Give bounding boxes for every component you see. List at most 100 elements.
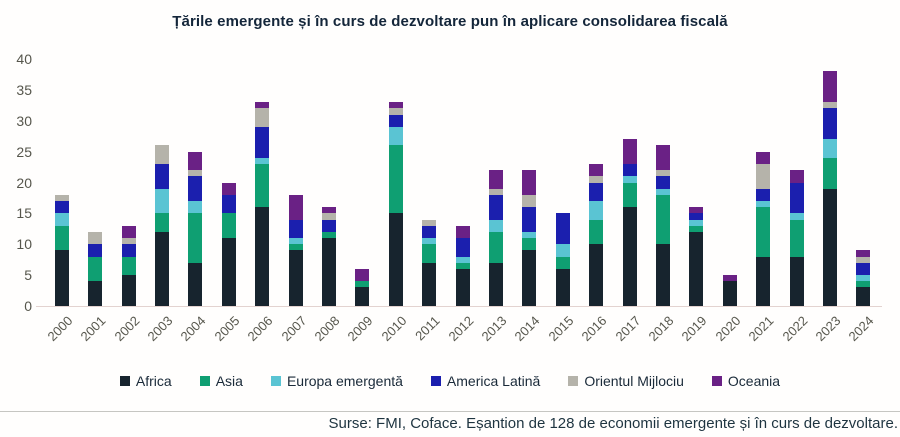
bar-segment-africa bbox=[789, 256, 804, 306]
bar-segment-asia bbox=[455, 262, 470, 269]
x-tick-label: 2017 bbox=[612, 313, 644, 345]
x-tick-label: 2024 bbox=[845, 313, 877, 345]
x-tick-label: 2015 bbox=[545, 313, 577, 345]
bar-2005 bbox=[221, 182, 236, 306]
legend-label: Asia bbox=[215, 373, 243, 389]
x-tick-label: 2004 bbox=[177, 313, 209, 345]
bar-segment-africa bbox=[555, 268, 570, 306]
x-tick-label: 2011 bbox=[412, 313, 443, 344]
x-tick-label: 2009 bbox=[344, 313, 376, 345]
bar-segment-america-latină bbox=[655, 176, 670, 189]
bar-segment-orientul-mijlociu bbox=[255, 108, 270, 127]
x-tick-label: 2019 bbox=[678, 313, 710, 345]
bar-segment-asia bbox=[388, 145, 403, 214]
bar-segment-asia bbox=[154, 213, 169, 232]
plot-area bbox=[45, 59, 880, 306]
legend-label: Oceania bbox=[727, 373, 781, 389]
bar-segment-europa-emergentă bbox=[822, 139, 837, 158]
legend-label: America Latină bbox=[446, 373, 541, 389]
x-tick-label: 2000 bbox=[44, 313, 76, 345]
bar-2018 bbox=[655, 145, 670, 306]
bar-segment-america-latină bbox=[555, 213, 570, 245]
bar-segment-america-latină bbox=[488, 194, 503, 220]
bar-segment-america-latină bbox=[756, 188, 771, 202]
bar-segment-asia bbox=[655, 194, 670, 245]
x-tick-label: 2020 bbox=[712, 313, 744, 345]
bar-2011 bbox=[422, 219, 437, 306]
bar-2014 bbox=[522, 170, 537, 306]
bar-segment-america-latină bbox=[422, 225, 437, 239]
bar-segment-america-latină bbox=[154, 163, 169, 189]
bar-segment-europa-emergentă bbox=[689, 219, 704, 226]
bar-segment-america-latină bbox=[288, 219, 303, 239]
bar-segment-oceania bbox=[689, 207, 704, 214]
bar-2001 bbox=[88, 231, 103, 306]
bar-2016 bbox=[589, 164, 604, 306]
bar-segment-orientul-mijlociu bbox=[154, 145, 169, 164]
bar-2010 bbox=[388, 102, 403, 306]
bar-segment-europa-emergentă bbox=[422, 238, 437, 245]
y-tick-label: 10 bbox=[16, 236, 32, 253]
bar-segment-asia bbox=[555, 256, 570, 269]
bar-segment-asia bbox=[121, 256, 136, 276]
y-tick-label: 5 bbox=[24, 267, 32, 284]
bar-segment-oceania bbox=[255, 102, 270, 109]
legend-swatch-icon bbox=[430, 376, 441, 386]
legend-swatch-icon bbox=[711, 376, 722, 386]
bar-segment-orientul-mijlociu bbox=[121, 238, 136, 245]
x-tick-label: 2008 bbox=[311, 313, 343, 345]
bar-segment-africa bbox=[589, 244, 604, 306]
bar-segment-asia bbox=[522, 238, 537, 251]
x-tick-label: 2023 bbox=[812, 313, 844, 345]
bar-2004 bbox=[188, 151, 203, 306]
bar-segment-oceania bbox=[655, 145, 670, 171]
bar-segment-orientul-mijlociu bbox=[756, 163, 771, 189]
y-tick-label: 25 bbox=[16, 143, 32, 160]
bar-segment-africa bbox=[121, 275, 136, 306]
legend-label: Europa emergentă bbox=[286, 373, 403, 389]
bar-segment-europa-emergentă bbox=[488, 219, 503, 232]
y-tick-label: 40 bbox=[16, 51, 32, 67]
x-tick-label: 2010 bbox=[378, 313, 410, 345]
legend-item-europa-emergentă: Europa emergentă bbox=[270, 373, 403, 389]
bar-2020 bbox=[722, 275, 737, 306]
bar-segment-orientul-mijlociu bbox=[522, 194, 537, 208]
bar-segment-orientul-mijlociu bbox=[88, 231, 103, 245]
bar-2006 bbox=[255, 102, 270, 306]
bar-segment-europa-emergentă bbox=[388, 126, 403, 146]
bar-segment-oceania bbox=[288, 194, 303, 220]
bar-segment-america-latină bbox=[789, 182, 804, 214]
bar-segment-america-latină bbox=[255, 126, 270, 158]
bar-segment-africa bbox=[522, 250, 537, 306]
bar-2000 bbox=[54, 194, 69, 306]
bar-segment-asia bbox=[589, 219, 604, 245]
bar-segment-europa-emergentă bbox=[589, 201, 604, 220]
bar-segment-asia bbox=[54, 225, 69, 251]
bar-segment-africa bbox=[321, 238, 336, 306]
y-tick-label: 0 bbox=[24, 298, 32, 314]
bar-2007 bbox=[288, 194, 303, 306]
bar-segment-oceania bbox=[221, 182, 236, 195]
x-tick-label: 2013 bbox=[478, 313, 510, 345]
bar-segment-america-latină bbox=[321, 219, 336, 232]
bar-2021 bbox=[756, 151, 771, 306]
bar-segment-america-latină bbox=[589, 182, 604, 202]
bar-2008 bbox=[321, 207, 336, 306]
bar-2024 bbox=[856, 250, 871, 306]
x-tick-label: 2018 bbox=[645, 313, 677, 345]
bar-segment-america-latină bbox=[54, 201, 69, 214]
bar-2019 bbox=[689, 207, 704, 306]
bar-segment-orientul-mijlociu bbox=[388, 108, 403, 115]
bar-segment-oceania bbox=[822, 71, 837, 103]
legend: Africa Asia Europa emergentă America Latină… bbox=[0, 373, 900, 389]
bar-segment-europa-emergentă bbox=[756, 201, 771, 208]
bar-segment-europa-emergentă bbox=[789, 213, 804, 220]
bar-segment-oceania bbox=[188, 151, 203, 171]
bar-segment-africa bbox=[355, 287, 370, 306]
x-tick-label: 2021 bbox=[745, 313, 777, 345]
bar-segment-europa-emergentă bbox=[555, 244, 570, 257]
bar-segment-europa-emergentă bbox=[288, 238, 303, 245]
bar-segment-asia bbox=[756, 207, 771, 257]
x-tick-label: 2003 bbox=[144, 313, 176, 345]
